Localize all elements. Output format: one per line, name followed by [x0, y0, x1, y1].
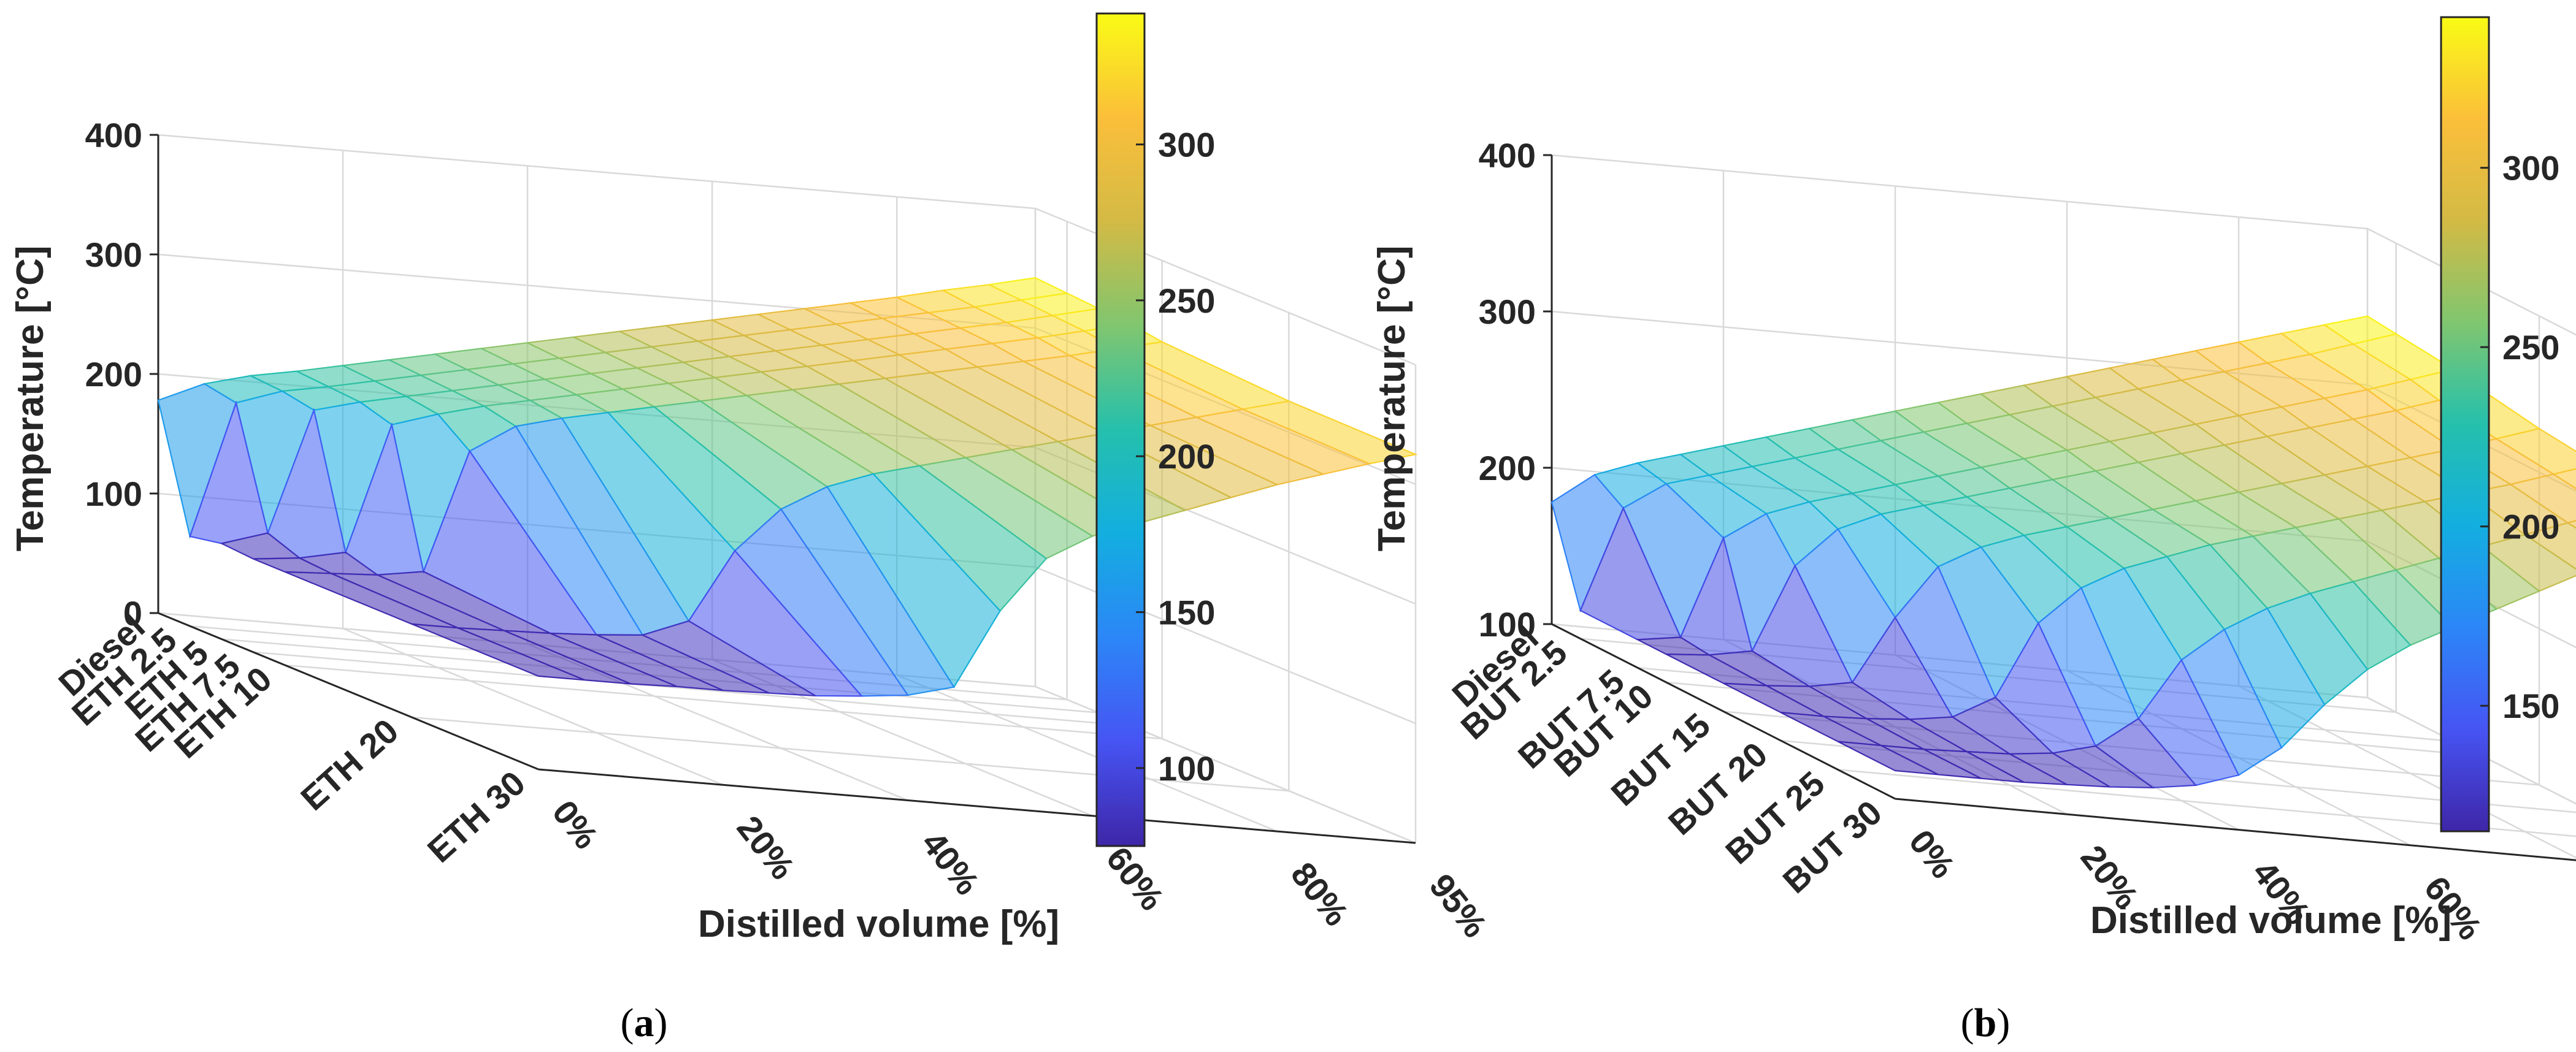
a-z-tick-label: 0: [123, 594, 142, 633]
b-surface-patch: [2551, 468, 2576, 490]
a-surface-patch: [411, 623, 585, 681]
a-x-tick-label: 60%: [1099, 839, 1172, 917]
chart-b-xlabel: Distilled volume [%]: [2090, 899, 2451, 942]
b-y-floor-gridline: [1838, 769, 2576, 837]
chart-a-axes: [150, 134, 1416, 844]
b-z-tick-label: 100: [1479, 605, 1536, 644]
b-x-axis-line: [1895, 798, 2576, 861]
chart-b-zlabel: Temperature [°C]: [1371, 245, 1413, 551]
chart-b-axes: [1543, 154, 2576, 861]
a-y-axis-line: [158, 612, 539, 771]
b-colorbar-gradient: [2440, 16, 2490, 833]
a-y-floor-gridline: [412, 716, 1289, 792]
a-x-tick-label: 80%: [1284, 855, 1357, 933]
a-y-tick-label: ETH 20: [293, 711, 405, 818]
a-x-tick-label: 95%: [1422, 867, 1495, 945]
a-colorbar-tick-label: 200: [1158, 437, 1215, 476]
a-colorbar-gradient: [1095, 12, 1146, 847]
b-colorbar-tick-label: 300: [2502, 149, 2559, 188]
b-z-tick-label: 300: [1479, 292, 1536, 331]
a-y-floor-gridline: [285, 664, 1162, 740]
chart-a-xlabel: Distilled volume [%]: [698, 903, 1059, 945]
a-z-tick-label: 200: [85, 355, 142, 394]
a-z-tick-label: 400: [85, 116, 142, 154]
a-x-tick-label: 40%: [914, 824, 987, 902]
b-y-axis-line: [1551, 623, 1896, 800]
chart-b-surface: [1551, 315, 2576, 788]
a-z-tick-label: 300: [85, 235, 142, 274]
panel-label-b: (b): [1961, 1001, 2011, 1045]
a-x-axis-line: [538, 768, 1416, 844]
b-surface-patch: [1838, 741, 1939, 776]
a-colorbar-tick-label: 300: [1158, 126, 1215, 164]
b-z-tick-label: 200: [1479, 449, 1536, 487]
a-x-floor-gridline: [1035, 685, 1416, 844]
a-x-floor-gridline: [896, 674, 1278, 833]
a-x-tick-label: 0%: [545, 793, 606, 856]
b-x-tick-label: 0%: [1902, 823, 1963, 886]
panel-label-a: (a): [621, 1001, 668, 1045]
chart-a-colorbar: 100 150 200 250 300: [1095, 12, 1215, 847]
a-colorbar-tick-label: 150: [1158, 593, 1215, 632]
b-z-tick-label: 400: [1479, 136, 1536, 175]
b-colorbar-tick-label: 250: [2502, 328, 2559, 367]
chart-a-zlabel: Temperature [°C]: [9, 245, 52, 551]
b-colorbar-tick-label: 150: [2502, 687, 2559, 725]
a-y-tick-label: ETH 30: [420, 763, 532, 870]
a-colorbar-tick-label: 100: [1158, 749, 1215, 788]
chart-b-colorbar: 150 200 250 300: [2440, 16, 2559, 833]
a-y-floor-gridline: [253, 651, 1131, 726]
a-z-tick-label: 100: [85, 475, 142, 513]
b-colorbar-tick-label: 200: [2502, 508, 2559, 546]
chart-a-surface: [157, 276, 1418, 697]
a-colorbar-tick-label: 250: [1158, 281, 1215, 320]
a-x-tick-label: 20%: [730, 809, 803, 886]
